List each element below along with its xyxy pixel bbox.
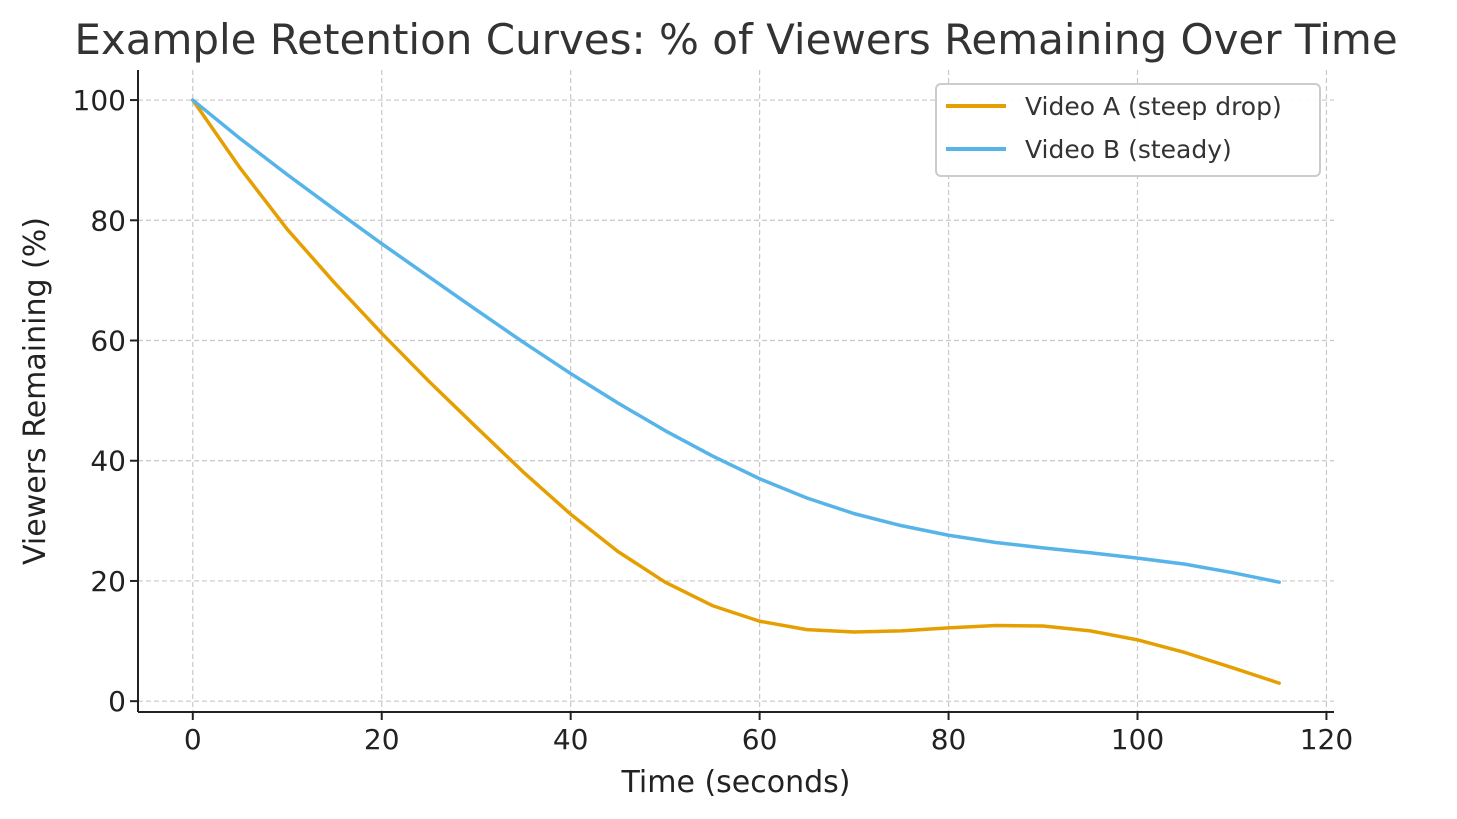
axes bbox=[130, 70, 1334, 720]
y-tick-label-20: 20 bbox=[90, 565, 126, 598]
x-tick-label-120: 120 bbox=[1300, 723, 1353, 756]
x-tick-label-20: 20 bbox=[364, 723, 400, 756]
y-tick-label-0: 0 bbox=[108, 685, 126, 718]
series-lines bbox=[191, 98, 1281, 685]
x-tick-label-40: 40 bbox=[553, 723, 589, 756]
x-tick-label-80: 80 bbox=[931, 723, 967, 756]
legend: Video A (steep drop) Video B (steady) bbox=[935, 83, 1321, 177]
y-tick-labels: 0 20 40 60 80 100 bbox=[73, 84, 126, 718]
x-tick-label-0: 0 bbox=[184, 723, 202, 756]
chart-title: Example Retention Curves: % of Viewers R… bbox=[74, 15, 1397, 64]
series-line-video-b bbox=[191, 98, 1281, 584]
series-line-video-a bbox=[191, 98, 1281, 685]
y-axis-label: Viewers Remaining (%) bbox=[18, 217, 53, 565]
x-axis-label: Time (seconds) bbox=[621, 765, 851, 800]
legend-label-video-a: Video A (steep drop) bbox=[1025, 92, 1282, 121]
y-tick-label-100: 100 bbox=[73, 84, 126, 117]
y-tick-label-80: 80 bbox=[90, 204, 126, 237]
y-tick-label-60: 60 bbox=[90, 325, 126, 358]
x-tick-label-100: 100 bbox=[1111, 723, 1164, 756]
y-tick-label-40: 40 bbox=[90, 445, 126, 478]
x-tick-labels: 0 20 40 60 80 100 120 bbox=[184, 723, 1353, 756]
legend-frame bbox=[935, 83, 1321, 177]
x-tick-label-60: 60 bbox=[742, 723, 778, 756]
legend-label-video-b: Video B (steady) bbox=[1025, 135, 1232, 164]
